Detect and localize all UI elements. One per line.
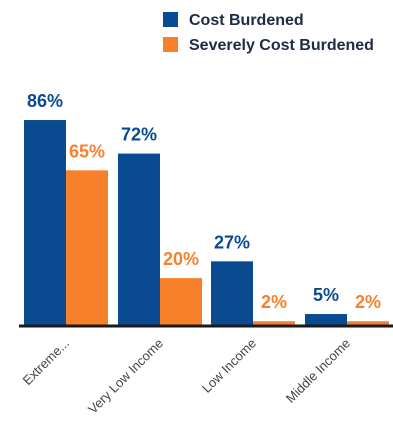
bar-series2-cat2 [160, 278, 202, 326]
data-label-series2-cat1: 65% [69, 141, 105, 161]
data-label-series1-cat1: 86% [27, 91, 63, 111]
bar-series1-cat2 [118, 153, 160, 326]
x-tick-label-2: Very Low Income [85, 336, 166, 417]
data-label-series2-cat3: 2% [261, 292, 287, 312]
x-tick-labels: Extreme... Very Low Income Low Income Middl… [20, 336, 354, 417]
x-tick-label-3: Low Income [199, 336, 259, 396]
data-label-series1-cat3: 27% [214, 232, 250, 252]
legend-swatch-1 [163, 12, 178, 27]
bar-series2-cat1 [66, 170, 108, 326]
bar-series2-cat3 [253, 321, 295, 326]
data-labels: 86% 65% 72% 20% 27% 2% 5% 2% [27, 91, 381, 312]
legend-label-2: Severely Cost Burdened [189, 37, 374, 54]
legend-swatch-2 [163, 37, 178, 52]
legend-label-1: Cost Burdened [189, 12, 304, 29]
x-tick-label-4: Middle Income [283, 336, 353, 406]
bars [24, 120, 389, 326]
bar-series1-cat3 [211, 261, 253, 326]
bar-series2-cat4 [347, 321, 389, 326]
x-tick-label-1: Extreme... [20, 336, 73, 389]
data-label-series2-cat2: 20% [163, 249, 199, 269]
data-label-series1-cat2: 72% [121, 125, 157, 145]
legend: Cost Burdened Severely Cost Burdened [163, 12, 374, 54]
bar-series1-cat1 [24, 120, 66, 326]
bar-series1-cat4 [305, 314, 347, 326]
data-label-series2-cat4: 2% [355, 292, 381, 312]
data-label-series1-cat4: 5% [313, 285, 339, 305]
